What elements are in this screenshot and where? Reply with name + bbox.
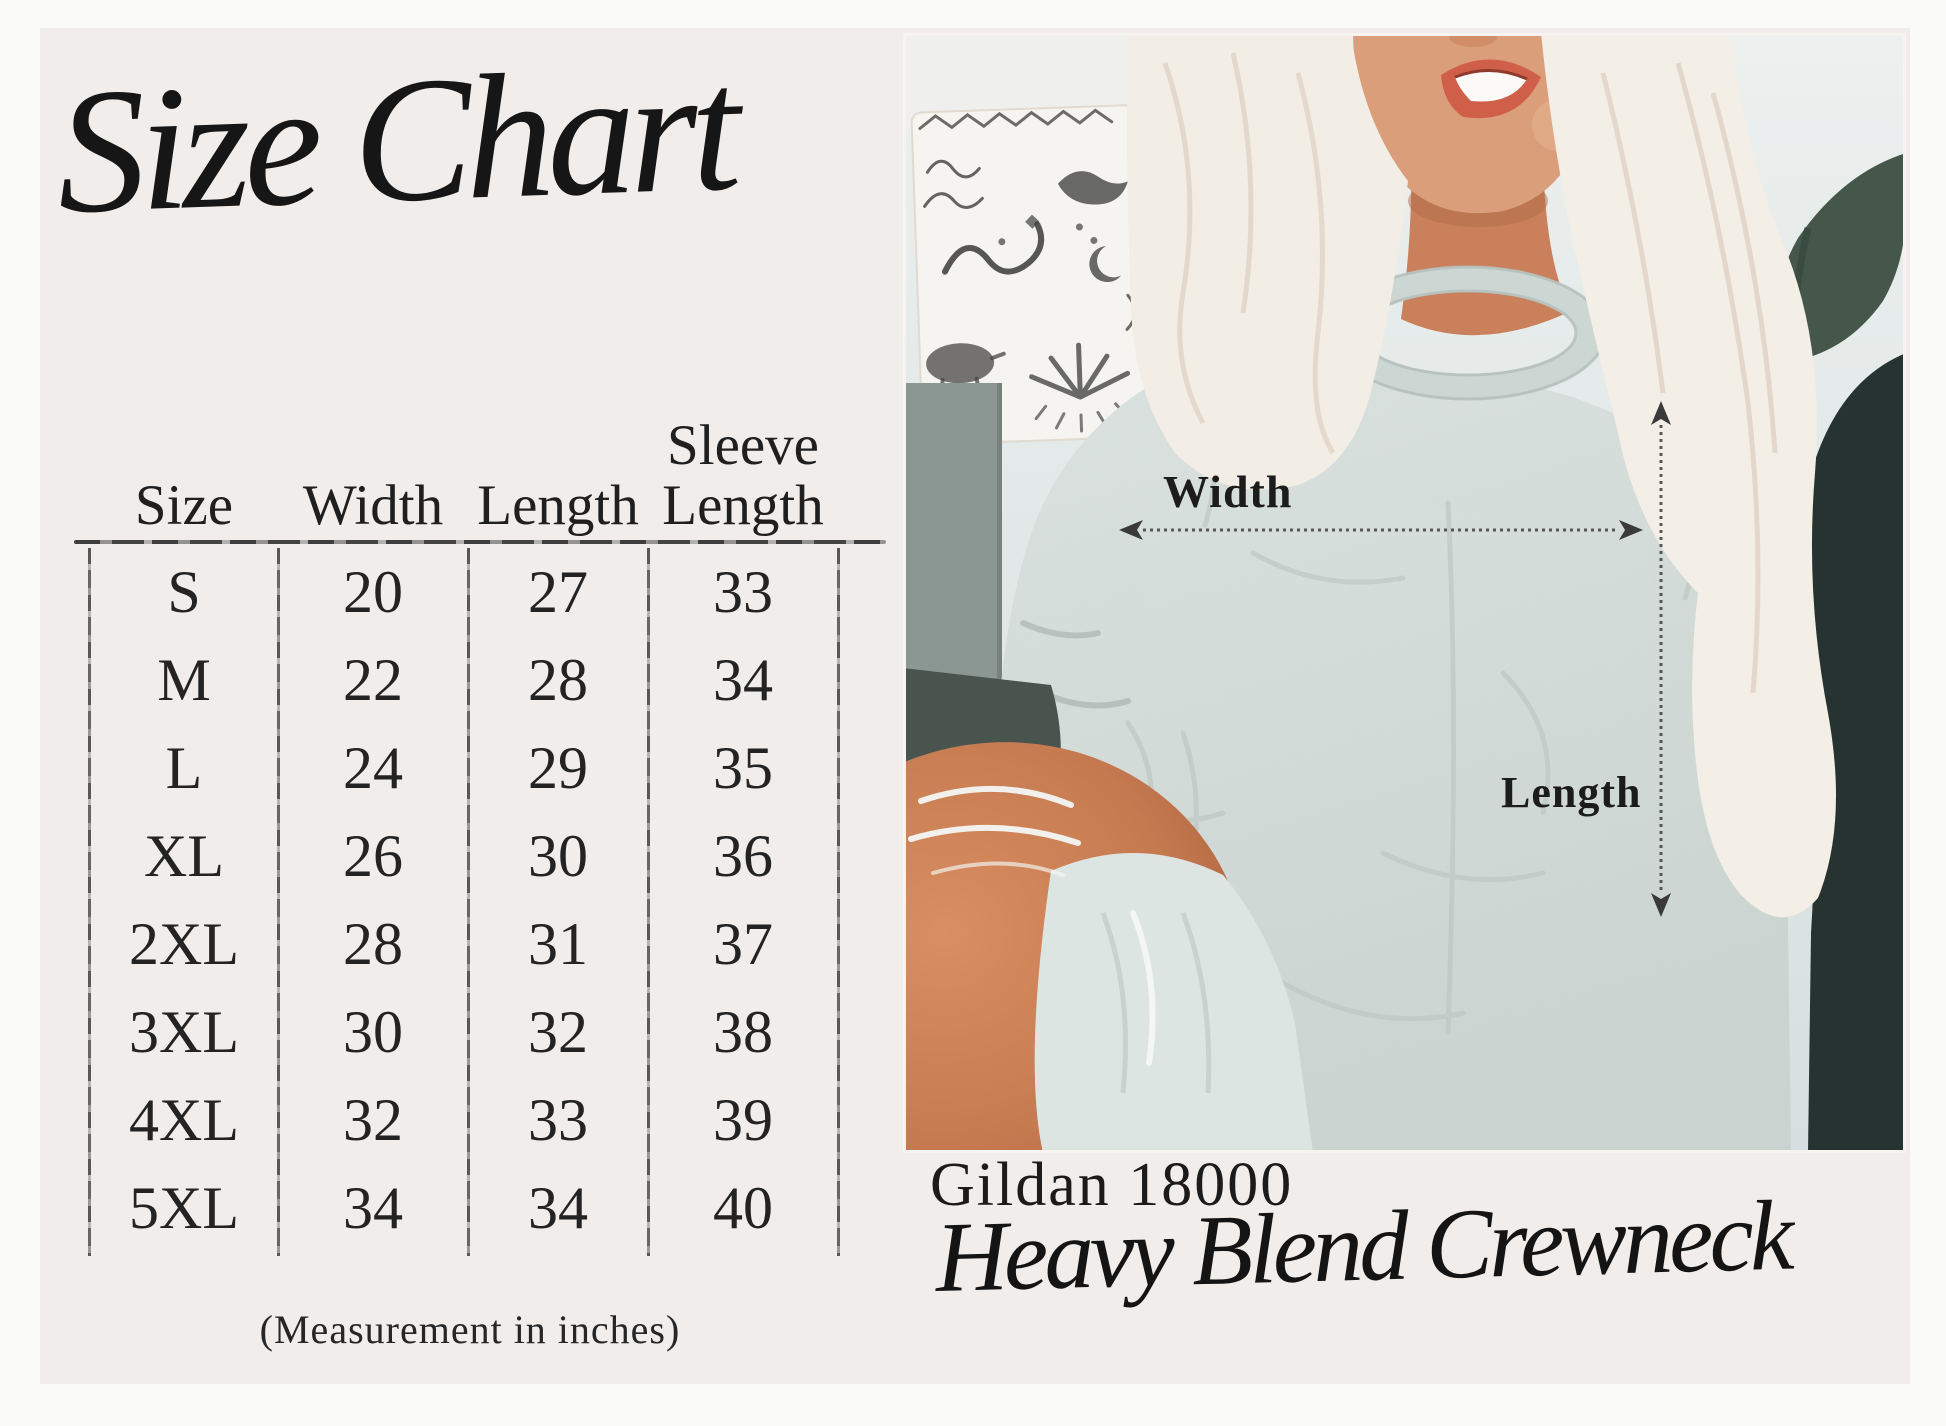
width-annotation: Width (1119, 466, 1643, 540)
table-cell: 29 (528, 734, 588, 801)
table-cell: 35 (713, 734, 773, 801)
photo-frame (903, 33, 1906, 1153)
header-rule (74, 540, 886, 544)
table-cell: 4XL (129, 1086, 239, 1153)
model-hair-left (1127, 33, 1408, 490)
table-cell: 24 (343, 734, 403, 801)
table-cell: 32 (343, 1086, 403, 1153)
table-cell: 34 (528, 1174, 588, 1241)
model-hair-right (1541, 33, 1836, 918)
table-cell: 22 (343, 646, 403, 713)
table-cell: 34 (343, 1174, 403, 1241)
table-cell: L (165, 734, 203, 801)
column-divider (837, 548, 840, 1256)
table-cell: 28 (343, 910, 403, 977)
table-cell: 40 (713, 1174, 773, 1241)
dark-cushion (1798, 353, 1906, 1153)
col-header-sleeve-line1: Sleeve (667, 414, 819, 477)
col-header-sleeve-line2: Length (662, 474, 824, 537)
column-divider (647, 548, 650, 1256)
table-cell: 26 (343, 822, 403, 889)
table-cell: 34 (713, 646, 773, 713)
table-cell: 20 (343, 558, 403, 625)
table-header: Size Width Length Sleeve Length (90, 408, 838, 540)
length-annotation: Length (1501, 401, 1671, 917)
table-cell: 5XL (129, 1174, 239, 1241)
table-cell: 28 (528, 646, 588, 713)
measurement-note: (Measurement in inches) (259, 1307, 681, 1352)
product-model: Gildan 18000 (930, 1151, 1294, 1219)
table-cell: 38 (713, 998, 773, 1065)
col-header-length: Length (477, 474, 639, 537)
col-header-width: Width (302, 474, 444, 537)
table-cell: 27 (528, 558, 588, 625)
table-cell: 2XL (129, 910, 239, 977)
width-label: Width (1163, 466, 1292, 517)
size-table: S 20 27 33 M 22 28 34 L 24 29 35 XL 26 3… (90, 548, 838, 1252)
table-cell: 32 (528, 998, 588, 1065)
col-header-sleeve-length: Sleeve Length (648, 416, 838, 540)
model-face (1353, 33, 1595, 214)
table-cell: 39 (713, 1086, 773, 1153)
column-divider (88, 548, 91, 1256)
table-cell: 30 (528, 822, 588, 889)
teeth (1455, 69, 1527, 102)
table-cell: 33 (528, 1086, 588, 1153)
product-name: Heavy Blend Crewneck (934, 1179, 1792, 1313)
table-cell: M (157, 646, 211, 713)
product-photo: Width Length (903, 33, 1906, 1153)
page-title: Size Chart (53, 29, 737, 251)
denim-and-knee (903, 668, 1313, 1153)
column-divider (467, 548, 470, 1256)
table-cell: 3XL (129, 998, 239, 1065)
table-cell: 37 (713, 910, 773, 977)
table-cell: 30 (343, 998, 403, 1065)
col-header-size: Size (134, 474, 234, 537)
doodle-pillow (910, 103, 1178, 446)
table-cell: 36 (713, 822, 773, 889)
column-divider (277, 548, 280, 1256)
jeans-frays (908, 785, 1156, 1066)
length-label: Length (1501, 768, 1641, 817)
table-cell: S (167, 558, 201, 625)
table-cell: 31 (528, 910, 588, 977)
table-cell: XL (144, 822, 224, 889)
table-cell: 33 (713, 558, 773, 625)
